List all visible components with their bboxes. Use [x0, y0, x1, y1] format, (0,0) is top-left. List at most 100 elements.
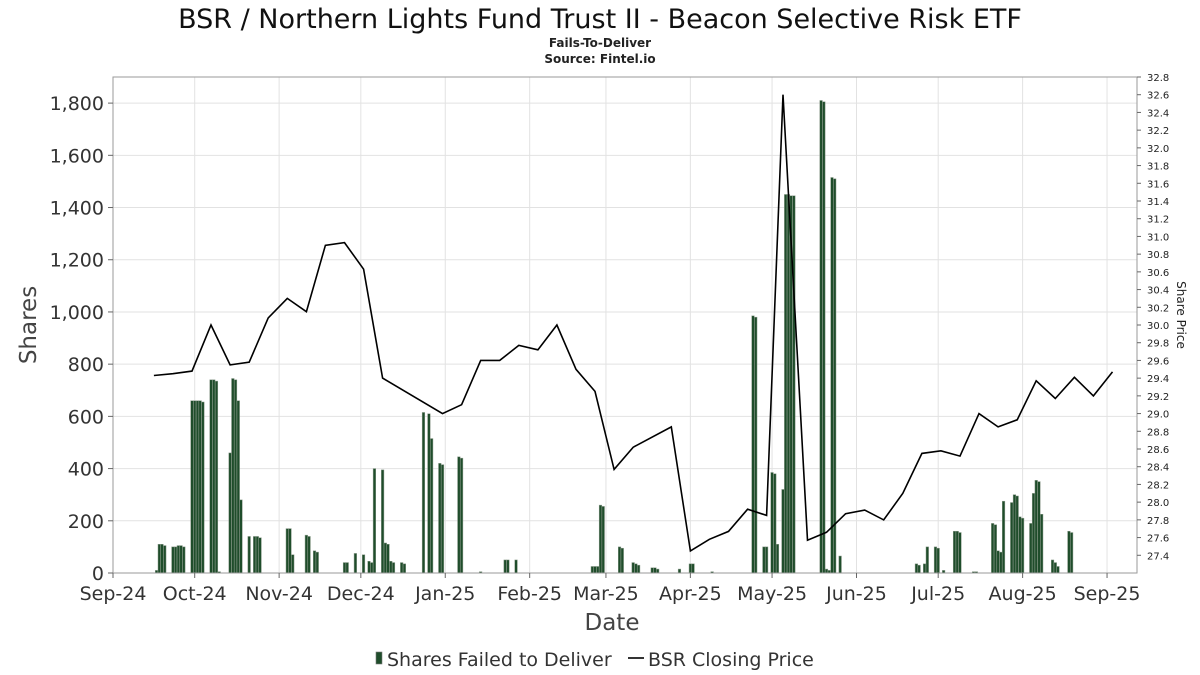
fails-bar	[176, 545, 180, 574]
fails-bar	[637, 564, 641, 574]
fails-bar	[503, 559, 507, 574]
legend-bar-label: Shares Failed to Deliver	[387, 649, 612, 671]
y-tick-label: 0	[92, 563, 104, 585]
fails-bar	[618, 546, 622, 574]
fails-bar	[824, 568, 829, 574]
fails-bar	[506, 559, 510, 574]
fails-bar	[402, 563, 406, 574]
fails-bar	[677, 568, 682, 574]
fails-bar	[914, 563, 918, 574]
fails-bar	[955, 530, 959, 574]
fails-bar	[819, 100, 823, 574]
fails-bar	[258, 537, 262, 574]
fails-bar	[182, 546, 186, 574]
fails-bar	[833, 178, 837, 574]
y2-tick-label: 31.8	[1147, 162, 1169, 173]
fails-bar	[307, 536, 311, 574]
fails-bar	[1010, 502, 1014, 574]
fails-bar	[247, 536, 251, 574]
x-tick-label: Jan-25	[414, 583, 475, 605]
fails-bar	[201, 401, 205, 574]
fails-bar	[367, 561, 371, 574]
fails-bar	[193, 400, 197, 574]
fails-bar	[234, 379, 238, 574]
x-tick-label: Feb-25	[497, 583, 562, 605]
x-tick-label: Dec-24	[327, 583, 395, 605]
plot-area	[112, 76, 1138, 574]
y2-tick-label: 32.0	[1147, 144, 1169, 155]
y2-tick-label: 27.4	[1147, 551, 1169, 562]
x-tick-label: Sep-24	[80, 583, 147, 605]
chart-title: BSR / Northern Lights Fund Trust II - Be…	[178, 4, 1022, 35]
fails-bar	[440, 464, 445, 574]
chart-subtitle: Fails-To-Deliver	[549, 36, 651, 50]
fails-bar	[762, 546, 766, 574]
fails-bar	[631, 562, 635, 574]
y2-tick-label: 28.2	[1147, 480, 1169, 491]
y-tick-label: 400	[68, 459, 104, 481]
fails-bar	[438, 463, 442, 574]
x-tick-label: Aug-25	[989, 583, 1057, 605]
y2-tick-label: 31.2	[1147, 215, 1169, 226]
fails-bar	[386, 544, 390, 574]
fails-bar	[691, 563, 695, 574]
fails-bar	[400, 562, 404, 574]
fails-bar	[228, 452, 232, 574]
fails-bar	[253, 536, 257, 574]
y2-tick-label: 30.2	[1147, 303, 1169, 314]
fails-bar	[239, 499, 243, 574]
y2-tick-label: 27.6	[1147, 534, 1169, 545]
y2-tick-label: 28.4	[1147, 463, 1169, 474]
x-tick-label: May-25	[737, 583, 807, 605]
fails-bar	[792, 195, 796, 574]
fails-bar	[601, 506, 605, 574]
fails-bar	[460, 457, 464, 574]
fails-bar	[634, 563, 638, 574]
legend-line-label: BSR Closing Price	[648, 649, 814, 671]
fails-bar	[1034, 480, 1038, 574]
x-tick-label: Jun-25	[825, 583, 887, 605]
y-tick-label: 1,400	[50, 198, 104, 220]
fails-bar	[773, 473, 777, 574]
fails-bar	[1031, 493, 1036, 574]
price-line	[153, 94, 1114, 553]
fails-bar	[231, 378, 235, 574]
y2-tick-label: 27.8	[1147, 516, 1169, 527]
fails-bar	[362, 554, 366, 574]
y2-tick-label: 30.8	[1147, 250, 1169, 261]
fails-bar	[751, 315, 755, 574]
fails-bar	[598, 504, 603, 574]
fails-bar	[353, 553, 357, 574]
fails-bar	[653, 567, 657, 574]
fails-bar	[291, 554, 295, 574]
fails-bar	[993, 524, 997, 574]
fails-bar	[372, 468, 376, 574]
fails-bar	[770, 472, 774, 574]
x-axis: Sep-24 Oct-24 Nov-24 Dec-24 Jan-25 Feb-25 Mar-…	[80, 573, 1140, 605]
fails-bar	[190, 400, 194, 574]
fails-bar	[342, 562, 347, 574]
y2-tick-label: 30.0	[1147, 321, 1169, 332]
x-tick-label: Oct-24	[163, 583, 227, 605]
fails-bar	[312, 550, 317, 574]
chart-source: Source: Fintel.io	[544, 52, 655, 66]
fails-bar	[514, 559, 518, 574]
fails-bar	[157, 544, 161, 574]
fails-bar	[370, 562, 374, 574]
y2-tick-label: 32.6	[1147, 91, 1169, 102]
fails-bar	[288, 528, 292, 574]
fails-bar	[822, 101, 826, 574]
fails-bar	[765, 546, 769, 574]
y2-tick-label: 31.4	[1147, 197, 1169, 208]
x-tick-label: Mar-25	[573, 583, 639, 605]
y2-tick-label: 32.8	[1147, 73, 1169, 84]
fails-bar	[1015, 495, 1019, 574]
y-axis-right: 27.4 27.6 27.8 28.0 28.2 28.4 28.6 28.8 29.0 29.2…	[1137, 73, 1169, 562]
grid	[112, 77, 1137, 574]
y2-tick-label: 31.0	[1147, 232, 1169, 243]
y2-tick-label: 29.8	[1147, 339, 1169, 350]
fails-bar	[163, 545, 167, 574]
x-axis-label: Date	[585, 610, 640, 636]
fails-bar	[381, 469, 385, 574]
